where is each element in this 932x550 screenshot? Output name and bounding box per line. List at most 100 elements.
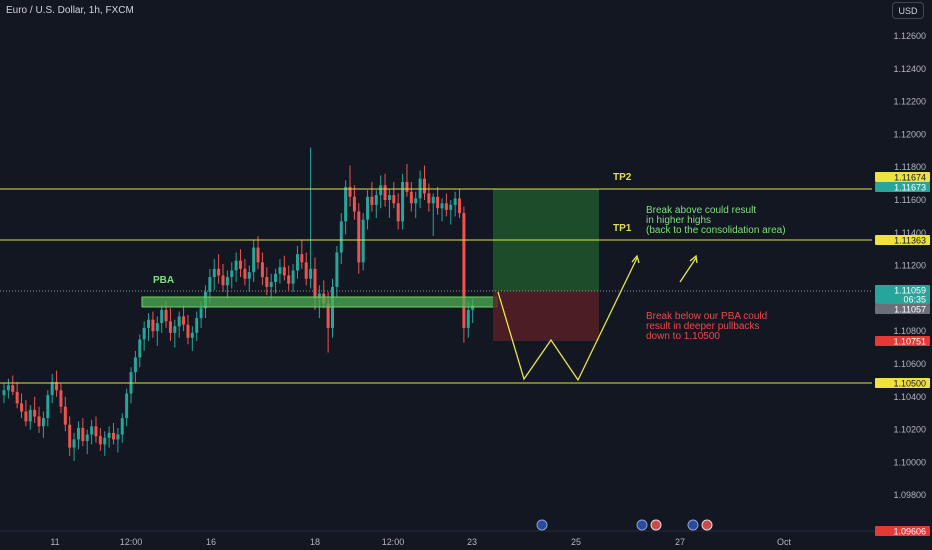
candle-body — [11, 385, 15, 392]
eu-event-icon[interactable] — [636, 519, 648, 531]
candle-body — [59, 390, 63, 407]
candle-body — [436, 196, 440, 209]
candle-body — [46, 395, 50, 419]
bear-note-line-2: result in deeper pullbacks — [646, 321, 759, 332]
candle — [282, 255, 286, 281]
candle-body — [405, 181, 409, 192]
candle-body — [41, 418, 45, 427]
candle-body — [247, 272, 251, 279]
candle — [112, 423, 115, 445]
candle-body — [98, 436, 102, 445]
eu-event-icon[interactable] — [536, 519, 548, 531]
candle-body — [6, 385, 10, 391]
projection-path — [497, 257, 638, 382]
price-badge-label: 1.11059 — [894, 286, 926, 296]
x-tick-label: 25 — [571, 537, 581, 547]
candle-body — [444, 203, 448, 210]
y-tick-label: 1.11800 — [894, 162, 926, 172]
candle-body — [352, 196, 356, 212]
price-badge-bg — [875, 182, 930, 192]
candle — [90, 419, 94, 445]
candle-body — [466, 309, 470, 328]
candle-body — [72, 439, 76, 448]
price-badge-label: 1.10500 — [893, 379, 926, 389]
x-tick-label: 16 — [206, 537, 216, 547]
price-badge-label: 06:35 — [903, 295, 926, 305]
candle — [462, 206, 466, 343]
candle-body — [103, 437, 107, 445]
candle-body — [120, 418, 124, 435]
candle — [295, 245, 299, 279]
candle-body — [50, 382, 54, 396]
currency-button[interactable]: USD — [892, 2, 924, 19]
us-event-icon[interactable] — [701, 519, 713, 531]
candle — [33, 396, 37, 424]
projection-arrow-2 — [679, 257, 697, 283]
candle-body — [20, 403, 24, 412]
candle — [125, 388, 129, 427]
price-badge-label: 1.09606 — [893, 527, 926, 537]
x-axis[interactable]: 11 12:00 16 18 12:00 23 25 27 Oct — [50, 537, 791, 547]
candle — [63, 396, 67, 432]
candle-body — [361, 219, 365, 263]
bull-note-line-3: (back to the consolidation area) — [646, 225, 786, 236]
price-badge: 1.09606 — [875, 526, 930, 537]
candle — [335, 245, 339, 297]
y-tick-label: 1.11400 — [894, 228, 926, 238]
candle-body — [278, 267, 282, 274]
candle — [116, 427, 120, 453]
candle — [133, 350, 137, 383]
candle — [304, 252, 308, 286]
candle — [396, 193, 400, 230]
y-axis[interactable]: 1.126001.124001.122001.120001.118001.116… — [893, 31, 926, 500]
candle — [234, 252, 238, 282]
candle — [265, 267, 269, 296]
candle — [361, 213, 365, 271]
y-tick-label: 1.10000 — [893, 457, 926, 467]
candle-body — [440, 203, 444, 209]
candle-body — [63, 406, 67, 425]
candle-body — [186, 324, 190, 338]
candle-body — [453, 198, 457, 205]
eu-event-icon[interactable] — [687, 519, 699, 531]
loss-zone — [493, 291, 599, 341]
x-tick-label: 18 — [310, 537, 320, 547]
candle-body — [291, 270, 295, 284]
candle — [120, 413, 124, 443]
candle — [28, 405, 32, 430]
candle — [76, 421, 80, 450]
candle — [422, 165, 426, 200]
x-tick-label: 12:00 — [120, 537, 143, 547]
candle — [98, 427, 102, 451]
candle-body — [396, 203, 400, 222]
candle-body — [449, 204, 453, 210]
candle-body — [212, 268, 216, 278]
candle-body — [142, 327, 146, 340]
candle-body — [462, 213, 466, 328]
price-badge: 1.11674 — [875, 172, 930, 183]
candle-body — [168, 321, 172, 333]
candle — [55, 370, 59, 397]
x-tick-label: 11 — [50, 537, 59, 547]
candle-body — [304, 262, 308, 279]
candle — [168, 308, 172, 342]
price-badge: 06:35 — [875, 294, 930, 305]
tp2-label: TP2 — [613, 172, 632, 183]
candle — [348, 165, 352, 207]
candle — [50, 373, 54, 404]
candle-body — [458, 198, 462, 214]
candle-body — [295, 254, 299, 271]
candle-body — [160, 309, 164, 323]
price-badge-bg — [875, 304, 930, 314]
candle-body — [335, 252, 339, 287]
price-badge-bg — [875, 336, 930, 346]
candle-body — [427, 193, 431, 204]
candle — [225, 270, 229, 299]
candle-body — [366, 196, 370, 220]
candle — [414, 191, 418, 219]
candle-body — [225, 277, 229, 286]
candle — [103, 431, 107, 456]
candle-body — [260, 262, 264, 278]
us-event-icon[interactable] — [650, 519, 662, 531]
